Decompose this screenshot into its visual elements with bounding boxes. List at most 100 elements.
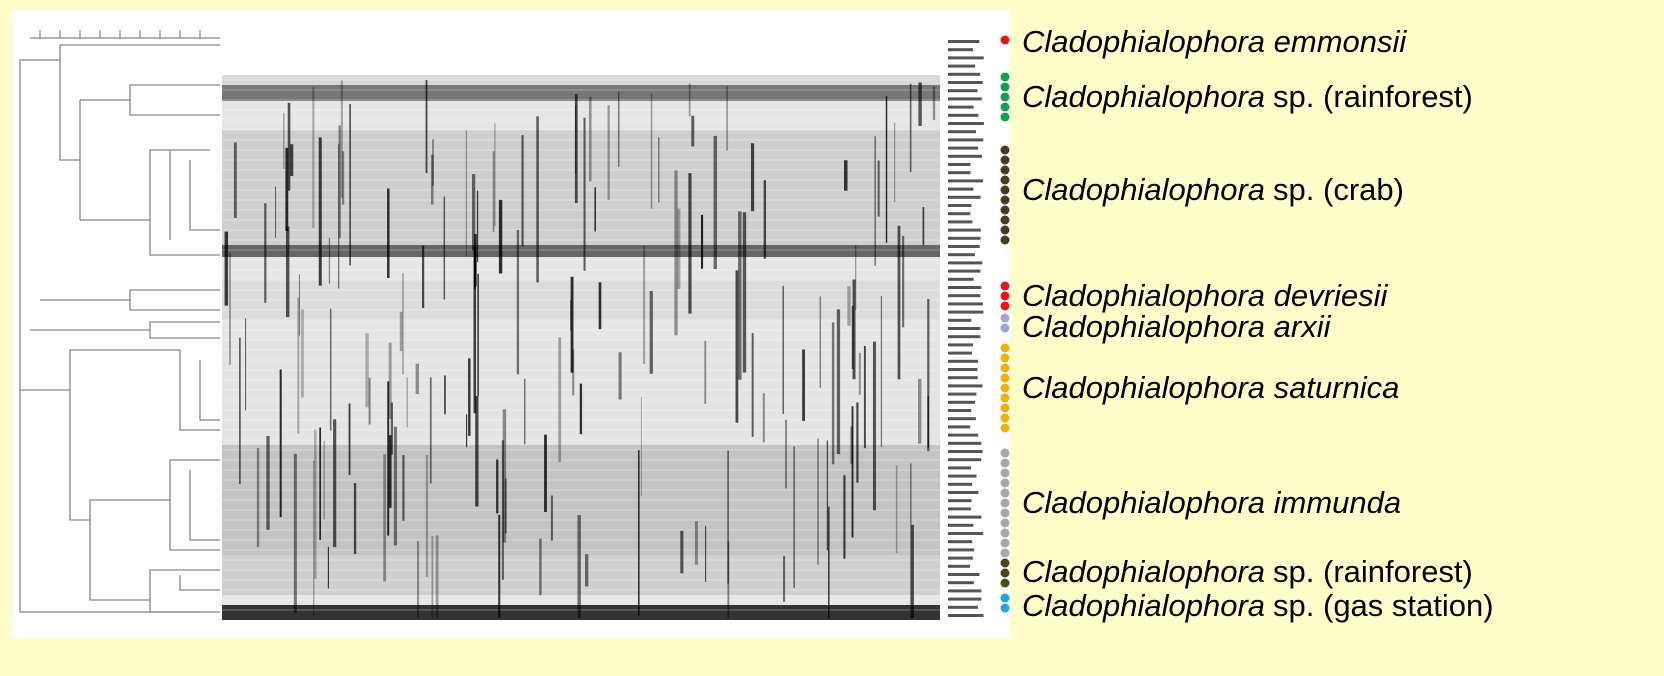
- strain-id: [948, 417, 976, 421]
- strain-id: [948, 302, 983, 306]
- group-dot: [1000, 301, 1010, 311]
- group-dot: [1000, 155, 1010, 165]
- strain-id: [948, 89, 978, 93]
- group-dot: [1000, 518, 1010, 528]
- species-label: Cladophialophora sp. (gas station): [1022, 589, 1494, 623]
- species-name: Cladophialophora saturnica: [1022, 370, 1400, 405]
- strain-id: [948, 245, 980, 248]
- strain-id: [948, 351, 973, 355]
- dendrogram: [19, 30, 220, 613]
- group-dot: [1000, 488, 1010, 498]
- strain-id: [948, 433, 979, 437]
- species-name: Cladophialophora: [1022, 79, 1266, 114]
- strain-id: [948, 146, 979, 150]
- strain-id: [948, 515, 982, 519]
- strain-id: [948, 343, 974, 347]
- strain-id: [948, 122, 984, 125]
- strain-id: [948, 105, 974, 109]
- species-name: Cladophialophora emmonsii: [1022, 24, 1407, 59]
- strain-id: [948, 540, 973, 544]
- species-note: sp. (crab): [1273, 172, 1404, 207]
- gel-row: [222, 280, 940, 320]
- strain-id: [948, 195, 981, 199]
- group-dot: [1000, 323, 1010, 333]
- strain-id: [948, 466, 971, 470]
- strain-id: [948, 163, 971, 166]
- group-dot: [1000, 468, 1010, 478]
- strain-id: [948, 56, 984, 60]
- strain-id: [948, 204, 972, 207]
- group-dot: [1000, 145, 1010, 155]
- group-dot: [1000, 478, 1010, 488]
- strain-id: [948, 425, 971, 429]
- strain-id: [948, 359, 979, 363]
- group-dot: [1000, 343, 1010, 353]
- strain-id: [948, 614, 984, 617]
- group-dot: [1000, 102, 1010, 112]
- strain-id: [948, 113, 979, 117]
- strain-id: [948, 581, 974, 585]
- strain-id: [948, 97, 982, 101]
- strain-id: [948, 368, 978, 371]
- strain-id: [948, 384, 983, 388]
- strain-id: [948, 81, 983, 84]
- group-dot: [1000, 528, 1010, 538]
- group-dot: [1000, 235, 1010, 245]
- group-dot: [1000, 112, 1010, 122]
- strain-id: [948, 269, 981, 273]
- group-dot: [1000, 165, 1010, 175]
- species-name: Cladophialophora: [1022, 554, 1266, 589]
- strain-id: [948, 130, 976, 134]
- strain-id: [948, 507, 971, 511]
- gel-row: [222, 555, 940, 595]
- species-label: Cladophialophora immunda: [1022, 486, 1401, 520]
- group-dot: [1000, 281, 1010, 291]
- species-label: Cladophialophora saturnica: [1022, 371, 1399, 405]
- group-dot: [1000, 568, 1010, 578]
- strain-id: [948, 318, 972, 322]
- strain-id: [948, 458, 982, 462]
- strain-id: [948, 491, 979, 494]
- group-dot: [1000, 175, 1010, 185]
- strain-id: [948, 499, 972, 503]
- species-name: Cladophialophora immunda: [1022, 485, 1402, 520]
- group-dot: [1000, 363, 1010, 373]
- strain-id: [948, 573, 980, 576]
- strain-id: [948, 409, 972, 412]
- species-name: Cladophialophora: [1022, 172, 1266, 207]
- group-dot: [1000, 593, 1010, 603]
- species-label: Cladophialophora arxii: [1022, 310, 1330, 344]
- group-dot: [1000, 185, 1010, 195]
- strain-id: [948, 392, 977, 396]
- strain-id: [948, 179, 984, 183]
- group-dot: [1000, 225, 1010, 235]
- strain-id: [948, 400, 976, 404]
- gel-row: [222, 130, 940, 245]
- strain-id: [948, 605, 978, 609]
- group-dot: [1000, 558, 1010, 568]
- group-dot: [1000, 413, 1010, 423]
- strain-id: [948, 236, 981, 240]
- strain-id: [948, 228, 981, 232]
- gel-row: [222, 245, 940, 257]
- species-note: sp. (rainforest): [1273, 79, 1473, 114]
- species-name: Cladophialophora devriesii: [1022, 278, 1388, 313]
- group-dot: [1000, 72, 1010, 82]
- strain-id-column: [948, 40, 984, 617]
- fingerprint-gel: [222, 75, 940, 620]
- group-dot: [1000, 291, 1010, 301]
- strain-id: [948, 253, 975, 257]
- gel-row: [222, 605, 940, 620]
- strain-id: [948, 556, 973, 560]
- species-label: Cladophialophora sp. (crab): [1022, 173, 1404, 207]
- group-dot: [1000, 508, 1010, 518]
- group-dot: [1000, 383, 1010, 393]
- strain-id: [948, 48, 973, 52]
- species-name: Cladophialophora: [1022, 588, 1266, 623]
- species-label: Cladophialophora sp. (rainforest): [1022, 555, 1473, 589]
- group-dot: [1000, 35, 1010, 45]
- strain-id: [948, 548, 975, 552]
- strain-id: [948, 327, 981, 330]
- strain-id: [948, 286, 982, 289]
- group-dot: [1000, 578, 1010, 588]
